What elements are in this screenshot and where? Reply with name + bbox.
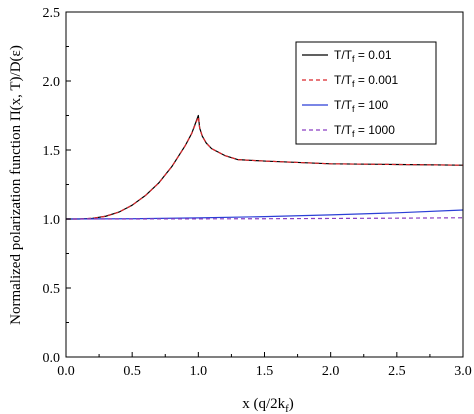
x-axis-title: x (q/2kf) — [242, 396, 294, 414]
legend-box — [295, 41, 437, 145]
y-tick-label: 2.0 — [43, 75, 61, 90]
y-tick-label: 0.0 — [43, 351, 61, 366]
plot-layer — [65, 114, 464, 220]
axes-layer: 0.0 0.5 1.0 1.5 2.0 2.5 3.0 0.0 0.5 1.0 1.5 2.0 2.5 — [43, 6, 472, 379]
x-tick-label: 1.0 — [190, 364, 208, 379]
legend: T/Tf = 0.01 T/Tf = 0.001 T/Tf = 100 T/Tf = … — [295, 41, 437, 145]
x-axis-title-sub: f — [285, 403, 289, 414]
y-tick-label: 1.5 — [43, 144, 61, 159]
legend-label-4: T/Tf = 1000 — [334, 123, 395, 139]
y-tick-label: 2.5 — [43, 6, 61, 21]
x-tick-label: 3.0 — [454, 364, 472, 379]
x-axis-title-main: x (q/2k — [242, 396, 285, 412]
series-line-2 — [66, 116, 464, 220]
x-tick-label: 0.0 — [57, 364, 75, 379]
x-tick-label: 2.5 — [388, 364, 406, 379]
y-tick-label: 0.5 — [43, 282, 61, 297]
legend-label-3: T/Tf = 100 — [334, 98, 389, 114]
y-tick-label: 1.0 — [43, 213, 61, 228]
legend-label-1: T/Tf = 0.01 — [334, 48, 392, 64]
x-axis-title-end: ) — [289, 396, 294, 412]
x-tick-label: 2.0 — [322, 364, 340, 379]
y-axis-title: Normalized polarization function Π(x, T)… — [8, 45, 24, 325]
legend-label-2: T/Tf = 0.001 — [334, 73, 399, 89]
series-line-4 — [66, 217, 464, 220]
x-tick-label: 1.5 — [256, 364, 274, 379]
x-tick-label: 0.5 — [123, 364, 141, 379]
